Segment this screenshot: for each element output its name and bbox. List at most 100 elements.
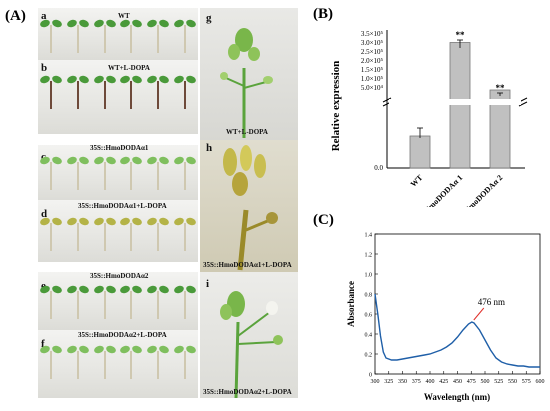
significance-marker: ** [496,83,506,93]
x-tick-label: 450 [453,379,462,385]
x-tick-label: 600 [536,379,545,385]
seedling [92,155,117,193]
panel-b-label: (B) [313,6,333,22]
seedling [146,344,170,382]
seedling [39,155,64,193]
seedling [39,18,64,56]
photo-a-wt: a WT [38,8,198,60]
x-tick-label: 550 [508,379,517,385]
y-tick-label: 3.5×10⁵ [361,30,384,38]
seedling [146,18,170,56]
absorbance-curve [374,293,540,368]
seedling [66,74,90,112]
x-tick-label: 350 [398,379,407,385]
y-tick-label: 2.5×10⁵ [361,48,384,56]
y-tick-label: 0.4 [365,333,373,339]
photo-b-wt-ldopa: b WT+L-DOPA [38,60,198,134]
seedling [39,284,64,322]
subpanel-letter-h: h [206,142,213,154]
bar-chart-relative-expression: 3.5×10⁵ 3.0×10⁵ 2.5×10⁵ 2.0×10⁵ 1.5×10⁵ … [330,30,528,207]
y-tick-label: 0.2 [365,353,373,359]
y-tick-label: 2.0×10⁵ [361,57,384,65]
seedling [146,155,170,193]
bar-wt [409,135,431,169]
seedling [66,155,90,193]
inflorescence-illustration-g [220,28,273,138]
y-tick-label: 1.5×10⁵ [361,66,384,74]
photo-e-dodaa2: e 35S::HmoDODAα2 [38,272,198,330]
plot-frame [374,233,541,375]
inflorescence-illustration-h [223,145,278,271]
x-tick-label: 575 [522,379,531,385]
seedling [66,344,90,382]
y-tick-label: 1.0×10⁵ [361,75,384,83]
y-tick-label: 1.0 [365,273,373,279]
seedling [66,216,90,254]
seedling [172,155,197,193]
x-tick-label: 525 [494,379,503,385]
x-tick-label: 425 [439,379,448,385]
bar-dodaa1 [449,42,471,169]
photo-h-inflorescence: h 35S::HmoDODAα1+L-DOPA [200,140,298,272]
subpanel-letter-d: d [41,208,48,220]
seedling [172,344,197,382]
seedling [119,74,144,112]
caption-i: 35S::HmoDODAα2+L-DOPA [203,388,292,396]
axis-break-mark [382,97,392,103]
subpanel-letter-g: g [206,12,212,24]
line-chart-absorbance: 0 0.2 0.4 0.6 0.8 1.0 1.2 1.4 300 325 350 375 400 42… [346,233,545,403]
panel-c-label: (C) [313,212,334,228]
x-axis-label: Wavelength (nm) [424,392,490,402]
caption-e: 35S::HmoDODAα2 [90,272,149,280]
caption-c: 35S::HmoDODAα1 [90,144,149,152]
inflorescence-illustration-i [220,291,283,398]
significance-marker: ** [456,30,466,40]
seedling [172,74,197,112]
x-tick-label: 400 [426,379,435,385]
seedling [39,74,64,112]
caption-d: 35S::HmoDODAα1+L-DOPA [78,202,167,210]
y-tick-label-zero: 0.0 [374,164,383,172]
seedling [119,155,144,193]
subpanel-letter-f: f [41,338,45,350]
caption-g: WT+L-DOPA [226,128,268,136]
photo-d-dodaa1-ldopa: d 35S::HmoDODAα1+L-DOPA [38,200,198,262]
seedling [146,284,170,322]
seedling [172,284,197,322]
seedling [66,284,90,322]
seedling [119,18,144,56]
y-axis-label: Relative expression [330,61,342,152]
seedling [92,216,117,254]
y-tick-label: 1.2 [365,253,373,259]
seedling [39,344,64,382]
seedling [146,74,170,112]
caption-b: WT+L-DOPA [108,64,150,72]
x-tick-label: 300 [371,379,380,385]
seedling [39,216,64,254]
y-tick-label: 0 [369,373,372,379]
y-axis-label: Absorbance [346,281,356,327]
seedling [172,18,197,56]
seedling [92,284,117,322]
seedling [119,216,144,254]
peak-annotation-label: 476 nm [478,297,505,307]
seedling [146,216,170,254]
x-tick-label: 375 [412,379,421,385]
photo-g-inflorescence: g WT+L-DOPA [200,8,298,140]
x-tick-label: 500 [481,379,490,385]
caption-a: WT [118,12,130,20]
seedling [119,344,144,382]
seedling [66,18,90,56]
y-tick-label: 5.0×10⁴ [361,84,384,92]
axis-break-mark [518,101,528,107]
subpanel-letter-a: a [41,10,47,22]
seedling [119,284,144,322]
photo-f-dodaa2-ldopa: f 35S::HmoDODAα2+L-DOPA [38,330,198,398]
seedling [92,18,117,56]
subpanel-letter-b: b [41,62,48,74]
seedling [92,74,117,112]
y-tick-label: 0.6 [365,313,373,319]
subpanel-letter-i: i [206,278,210,290]
y-tick-label: 0.8 [365,293,373,299]
bar-dodaa2 [489,89,511,169]
